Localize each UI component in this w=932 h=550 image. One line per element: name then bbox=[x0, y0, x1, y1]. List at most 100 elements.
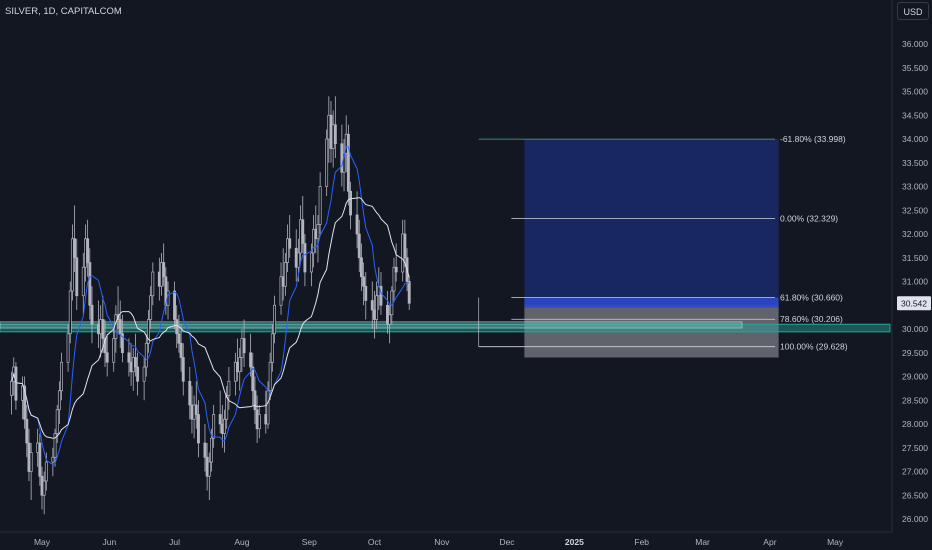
candle-body bbox=[364, 285, 368, 301]
y-tick-label: 28.000 bbox=[902, 419, 928, 429]
candle-body bbox=[349, 190, 353, 216]
candle-body bbox=[188, 380, 192, 406]
y-tick-label: 26.500 bbox=[902, 490, 928, 500]
y-tick-label: 34.500 bbox=[902, 110, 928, 120]
fib-label: 100.00% (29.628) bbox=[780, 342, 848, 352]
candle-body bbox=[14, 366, 18, 401]
candle-body bbox=[101, 319, 105, 339]
candle-body bbox=[309, 252, 313, 273]
candle-body bbox=[286, 238, 289, 263]
candle-body bbox=[86, 238, 90, 263]
candle-body bbox=[225, 395, 229, 420]
symbol-label: SILVER, 1D, CAPITALCOM bbox=[5, 6, 122, 17]
candle-body bbox=[242, 338, 246, 354]
candle-body bbox=[118, 319, 122, 335]
candle-body bbox=[388, 314, 392, 325]
candle-body bbox=[362, 276, 366, 287]
candle-body bbox=[270, 333, 274, 363]
candle-body bbox=[355, 214, 359, 235]
candle-body bbox=[251, 366, 255, 392]
candle-body bbox=[273, 304, 276, 335]
candle-body bbox=[212, 414, 216, 439]
candle-body bbox=[318, 186, 322, 225]
x-tick-label: 2025 bbox=[565, 537, 584, 547]
candle-body bbox=[296, 252, 300, 268]
candle-body bbox=[10, 380, 14, 396]
candle-body bbox=[60, 361, 64, 392]
candle-body bbox=[120, 333, 124, 354]
y-tick-label: 33.000 bbox=[902, 182, 928, 192]
candle-body bbox=[25, 418, 29, 444]
candle-body bbox=[29, 452, 33, 472]
candle-body bbox=[227, 380, 231, 396]
candle-body bbox=[53, 433, 57, 458]
y-tick-label: 32.500 bbox=[902, 205, 928, 215]
y-tick-label: 31.500 bbox=[902, 253, 928, 263]
y-tick-label: 35.500 bbox=[902, 63, 928, 73]
x-tick-label: Dec bbox=[499, 537, 515, 547]
y-tick-label: 31.000 bbox=[902, 277, 928, 287]
x-tick-label: May bbox=[827, 537, 844, 547]
last-price-label: 30.542 bbox=[901, 298, 927, 308]
candle-body bbox=[151, 271, 155, 297]
candle-body bbox=[390, 290, 394, 316]
x-tick-label: Oct bbox=[368, 537, 382, 547]
y-tick-label: 29.500 bbox=[902, 348, 928, 358]
candle-body bbox=[194, 404, 198, 415]
candle-body bbox=[75, 257, 79, 297]
candle-body bbox=[66, 333, 70, 363]
candle-body bbox=[403, 233, 407, 259]
candle-body bbox=[127, 352, 131, 363]
fib-label: 78.60% (30.206) bbox=[780, 314, 843, 324]
candle-body bbox=[370, 300, 374, 311]
candle-body bbox=[346, 133, 350, 192]
x-tick-label: Feb bbox=[634, 537, 649, 547]
candle-body bbox=[253, 390, 257, 411]
candle-body bbox=[162, 262, 166, 278]
last-price-badge bbox=[897, 296, 931, 311]
target-box bbox=[524, 139, 779, 305]
candle-body bbox=[218, 414, 222, 425]
currency-button[interactable]: USD bbox=[897, 2, 929, 20]
candle-body bbox=[394, 266, 398, 273]
fib-label: 61.80% (30.660) bbox=[780, 293, 843, 303]
x-tick-label: Apr bbox=[763, 537, 776, 547]
candle-body bbox=[179, 342, 183, 358]
candle-body bbox=[301, 219, 305, 244]
y-tick-label: 33.500 bbox=[902, 158, 928, 168]
candle-body bbox=[268, 361, 272, 392]
y-tick-label: 27.000 bbox=[902, 467, 928, 477]
x-tick-label: Nov bbox=[434, 537, 450, 547]
x-tick-label: Aug bbox=[234, 537, 249, 547]
ma-slow-line bbox=[11, 197, 410, 439]
candle-body bbox=[181, 357, 185, 382]
candle-body bbox=[333, 124, 337, 145]
x-tick-label: Mar bbox=[695, 537, 710, 547]
candle-body bbox=[249, 352, 253, 368]
candle-body bbox=[90, 304, 94, 325]
candle-body bbox=[288, 238, 292, 249]
y-tick-label: 29.000 bbox=[902, 372, 928, 382]
support-zone-inner bbox=[0, 321, 743, 329]
y-tick-label: 30.000 bbox=[902, 324, 928, 334]
candle-body bbox=[312, 228, 316, 254]
candle-body bbox=[359, 257, 363, 278]
candle-body bbox=[316, 224, 320, 240]
candle-body bbox=[173, 290, 176, 320]
x-tick-label: Jul bbox=[169, 537, 180, 547]
candle-body bbox=[144, 342, 148, 368]
candle-body bbox=[325, 138, 329, 187]
candle-body bbox=[210, 437, 213, 463]
candle-body bbox=[81, 266, 85, 297]
candle-body bbox=[203, 442, 207, 458]
x-tick-label: Sep bbox=[302, 537, 317, 547]
candle-body bbox=[238, 357, 242, 373]
candle-body bbox=[257, 414, 261, 430]
y-tick-label: 26.000 bbox=[902, 514, 928, 524]
candle-body bbox=[279, 276, 283, 306]
stop-box bbox=[524, 304, 779, 358]
candle-body bbox=[379, 285, 383, 306]
candle-body bbox=[207, 461, 211, 477]
